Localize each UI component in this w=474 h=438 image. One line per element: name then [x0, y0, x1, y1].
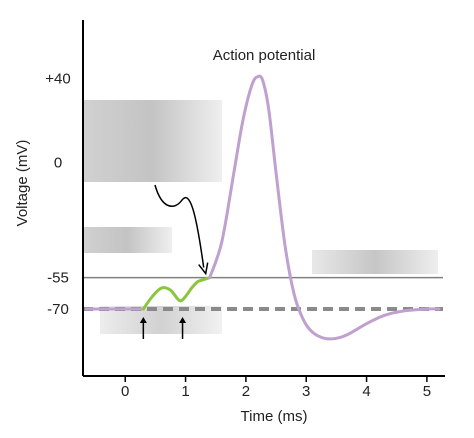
y-tick-label: -70	[47, 301, 69, 318]
y-tick-label: +40	[45, 71, 70, 88]
annotation-label: Action potential	[213, 47, 316, 64]
stimulus-arrow	[179, 316, 187, 339]
stimulus-arrow	[139, 316, 147, 339]
series-line-1	[141, 276, 212, 311]
x-tick-label: 2	[242, 383, 250, 400]
redacted-label-3	[312, 250, 438, 274]
y-tick-label: -55	[47, 270, 69, 287]
series-1	[141, 276, 212, 311]
x-tick-label: 1	[181, 383, 189, 400]
y-axis-label: Voltage (mV)	[14, 140, 31, 227]
x-tick-label: 5	[423, 383, 431, 400]
x-tick-label: 0	[121, 383, 129, 400]
x-tick-label: 4	[362, 383, 370, 400]
threshold-pointer-arrow	[154, 184, 209, 276]
series-line-2	[208, 74, 441, 341]
series-2	[208, 74, 441, 341]
y-tick-label: 0	[54, 154, 62, 171]
redacted-label-2	[82, 227, 172, 253]
redacted-label-1	[82, 100, 222, 182]
x-tick-label: 3	[302, 383, 310, 400]
x-axis-label: Time (ms)	[241, 408, 308, 425]
